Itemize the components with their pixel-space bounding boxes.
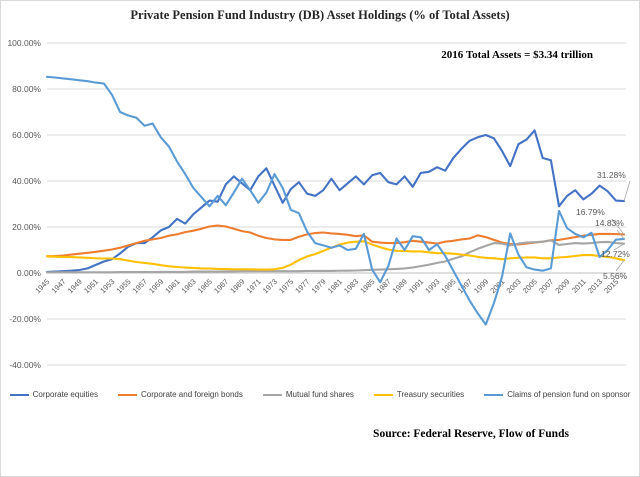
x-axis-tick-label: 1967	[212, 277, 230, 295]
x-axis-tick-label: 1977	[293, 277, 311, 295]
x-axis-tick-label: 1953	[98, 277, 116, 295]
data-label-leader	[613, 243, 625, 251]
x-axis-tick-label: 1991	[407, 277, 425, 295]
x-axis-tick-label: 1989	[391, 277, 409, 295]
legend-item-corporate-equities: Corporate equities	[9, 390, 98, 399]
x-axis-tick-label: 1981	[326, 277, 344, 295]
y-axis-tick-label: 100.00%	[7, 38, 41, 48]
series-end-label: 16.79%	[576, 207, 605, 217]
legend-item-treasury-securities: Treasury securities	[373, 390, 465, 399]
x-axis-tick-label: 1957	[131, 277, 149, 295]
data-label-leader	[611, 218, 625, 235]
series-end-label: 5.56%	[603, 271, 628, 281]
x-axis-tick-label: 2009	[553, 277, 571, 295]
y-axis-tick-label: 20.00%	[12, 222, 41, 232]
x-axis-tick-label: 1969	[228, 277, 246, 295]
x-axis-tick-label: 1975	[277, 277, 295, 295]
x-axis-tick-label: 1995	[440, 277, 458, 295]
series-end-label: 12.72%	[601, 249, 630, 259]
y-axis-tick-label: 40.00%	[12, 176, 41, 186]
x-axis-tick-label: 1973	[261, 277, 279, 295]
series-end-label: 14.83%	[595, 218, 624, 228]
legend-line-marker	[118, 393, 137, 396]
y-axis-tick-label: 0.00%	[17, 268, 42, 278]
source-note: Source: Federal Reserve, Flow of Funds	[373, 428, 569, 440]
x-axis-tick-label: 1983	[342, 277, 360, 295]
x-axis-tick-label: 2013	[586, 277, 604, 295]
x-axis-tick-label: 1963	[180, 277, 198, 295]
data-label-leader	[616, 229, 625, 240]
legend-label: Treasury securities	[396, 390, 465, 399]
series-line-corporate-equities	[45, 129, 626, 273]
data-label-leader	[615, 259, 625, 272]
x-axis-tick-label: 2003	[505, 277, 523, 295]
x-axis-tick-label: 1961	[163, 277, 181, 295]
legend: Corporate equities Corporate and foreign …	[1, 390, 639, 399]
x-axis-tick-label: 1987	[375, 277, 393, 295]
y-axis-tick-label: -40.00%	[9, 360, 41, 370]
series-end-label: 31.28%	[597, 170, 626, 180]
x-axis-tick-label: 1971	[245, 277, 263, 295]
legend-item-corporate-and-foreign-bonds: Corporate and foreign bonds	[118, 390, 243, 399]
legend-label: Corporate and foreign bonds	[141, 390, 243, 399]
x-axis-tick-label: 1993	[423, 277, 441, 295]
legend-line-marker	[484, 393, 504, 396]
x-axis-tick-label: 1959	[147, 277, 165, 295]
legend-label: Mutual fund shares	[285, 390, 354, 399]
x-axis-tick-label: 2007	[537, 277, 555, 295]
data-label-leader	[623, 180, 631, 202]
x-axis-tick-label: 1947	[50, 277, 68, 295]
legend-item-claims-of-pension-fund-on-sponsor: Claims of pension fund on sponsor	[484, 390, 630, 399]
total-assets-annotation: 2016 Total Assets = $3.34 trillion	[441, 49, 593, 61]
x-axis-tick-label: 1955	[115, 277, 133, 295]
x-axis-tick-label: 1945	[33, 277, 51, 295]
legend-label: Claims of pension fund on sponsor	[507, 390, 631, 399]
legend-line-marker	[262, 393, 282, 396]
legend-label: Corporate equities	[32, 390, 98, 399]
x-axis-tick-label: 1949	[66, 277, 84, 295]
y-axis-tick-label: -20.00%	[9, 314, 41, 324]
x-axis-tick-label: 2005	[521, 277, 539, 295]
legend-line-marker	[373, 393, 393, 396]
series-line-corporate-and-foreign-bonds	[45, 224, 626, 258]
y-axis-tick-label: 60.00%	[12, 130, 41, 140]
y-axis-tick-label: 80.00%	[12, 84, 41, 94]
chart-title: Private Pension Fund Industry (DB) Asset…	[130, 8, 510, 22]
legend-line-marker	[9, 393, 29, 396]
series-line-claims-of-pension-fund-on-sponsor	[45, 75, 626, 326]
x-axis-tick-label: 1979	[310, 277, 328, 295]
x-axis-tick-label: 1985	[358, 277, 376, 295]
x-axis-tick-label: 1999	[472, 277, 490, 295]
legend-item-mutual-fund-shares: Mutual fund shares	[262, 390, 354, 399]
x-axis-tick-label: 2011	[570, 277, 588, 295]
series-line-mutual-fund-shares	[45, 239, 626, 274]
x-axis-tick-label: 1951	[82, 277, 100, 295]
x-axis-tick-label: 1965	[196, 277, 214, 295]
